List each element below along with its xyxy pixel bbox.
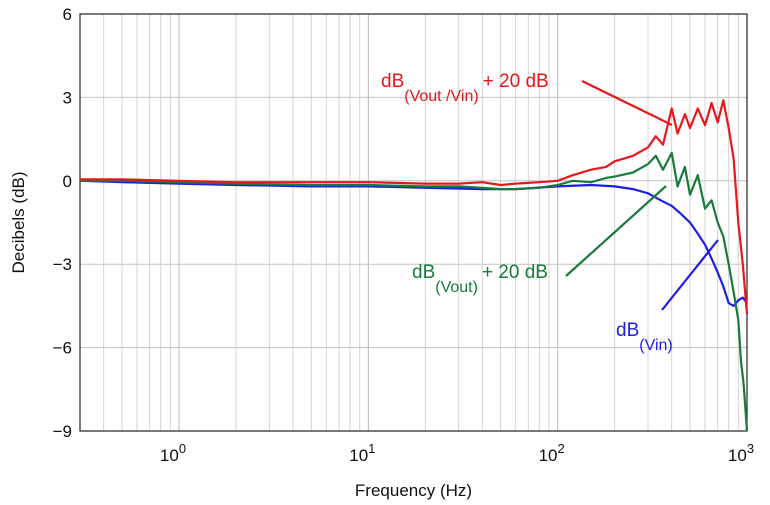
x-tick-label: 101 [349,441,375,465]
annotation-ratio-main: dB [381,71,404,92]
annotation-ratio: dB(Vout /Vin) + 20 dB [381,71,673,126]
x-axis-label: Frequency (Hz) [355,481,472,500]
x-axis-ticks: 100 101 102 103 [160,441,754,465]
y-axis-ticks: 6 3 0 −3 −6 −9 [53,5,72,441]
series-line-vin [79,179,748,307]
y-tick-label: −6 [53,339,72,358]
y-tick-label: 0 [63,172,72,191]
x-tick-label: 100 [160,441,186,465]
x-tick-label: 102 [539,441,565,465]
svg-text:dB(Vout /Vin)+ 20 dB: dB(Vout /Vin) + 20 dB [381,71,549,105]
annotation-vin-sub: (Vin) [639,337,673,354]
annotation-vin-leader [661,239,719,311]
annotation-vin-main: dB [616,320,639,341]
y-axis-label: Decibels (dB) [9,171,28,273]
annotation-ratio-leader [581,80,673,126]
series-line-vout [80,151,749,432]
svg-text:dB(Vin): dB(Vin) [616,320,673,354]
y-tick-label: 6 [63,5,72,24]
x-tick-label: 103 [728,441,754,465]
series-line-ratio [80,99,749,315]
y-tick-label: −9 [53,422,72,441]
annotation-vout-leader [565,185,667,277]
annotation-vout-sub: (Vout) [435,279,478,296]
y-tick-label: 3 [63,88,72,107]
annotation-vin: dB(Vin) [616,239,719,354]
plot-frame [79,13,748,432]
annotation-ratio-sub: (Vout /Vin) [404,88,478,105]
annotation-vout-suffix: + 20 dB [482,262,548,283]
y-tick-label: −3 [53,255,72,274]
grid [79,13,748,432]
annotation-ratio-suffix: + 20 dB [483,71,549,92]
svg-text:dB(Vout)+ 20 dB: dB(Vout)+ 20 dB [412,262,548,296]
annotation-vout: dB(Vout)+ 20 dB [412,185,667,296]
annotation-vout-main: dB [412,262,435,283]
